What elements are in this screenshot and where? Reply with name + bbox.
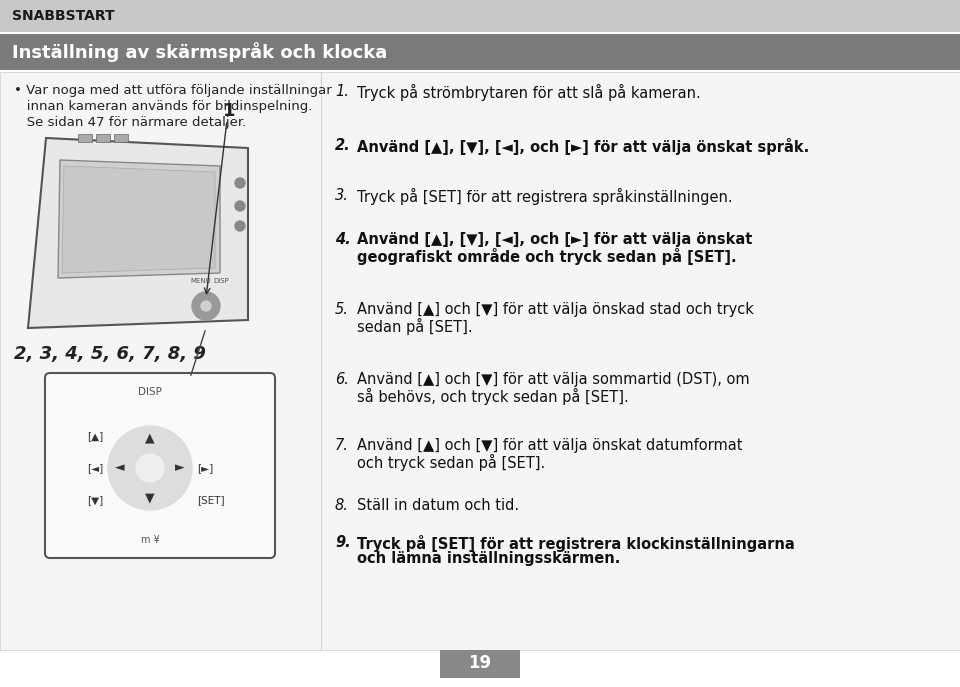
Circle shape	[235, 221, 245, 231]
Text: ▼: ▼	[145, 491, 155, 504]
Text: innan kameran används för bildinspelning.: innan kameran används för bildinspelning…	[14, 100, 312, 113]
Bar	[0, 34, 960, 70]
Text: 2.: 2.	[335, 138, 350, 153]
Text: DISP: DISP	[213, 278, 228, 284]
Circle shape	[108, 426, 192, 510]
Bar	[78, 134, 92, 142]
Text: [▲]: [▲]	[86, 431, 103, 441]
Polygon shape	[28, 138, 248, 328]
Text: 5.: 5.	[335, 302, 348, 317]
Text: 8.: 8.	[335, 498, 348, 513]
Circle shape	[192, 292, 220, 320]
Bar	[440, 650, 520, 678]
Circle shape	[235, 201, 245, 211]
Text: SNABBSTART: SNABBSTART	[12, 9, 114, 23]
Text: 7.: 7.	[335, 438, 348, 453]
Circle shape	[136, 454, 164, 482]
Text: och lämna inställningsskärmen.: och lämna inställningsskärmen.	[357, 551, 620, 566]
Text: 1: 1	[223, 102, 235, 120]
Bar	[96, 134, 110, 142]
Text: 4.: 4.	[335, 232, 350, 247]
Text: ◄: ◄	[115, 462, 125, 475]
Text: 6.: 6.	[335, 372, 348, 387]
Text: 3.: 3.	[335, 188, 348, 203]
Text: Tryck på [SET] för att registrera klockinställningarna: Tryck på [SET] för att registrera klocki…	[357, 535, 795, 552]
Text: 2, 3, 4, 5, 6, 7, 8, 9: 2, 3, 4, 5, 6, 7, 8, 9	[14, 345, 205, 363]
Text: 9.: 9.	[335, 535, 350, 550]
Circle shape	[201, 301, 211, 311]
Text: Tryck på [SET] för att registrera språkinställningen.: Tryck på [SET] för att registrera språki…	[357, 188, 732, 205]
Bar	[114, 134, 128, 142]
Text: [◄]: [◄]	[86, 463, 103, 473]
Circle shape	[235, 178, 245, 188]
Text: sedan på [SET].: sedan på [SET].	[357, 318, 472, 335]
Text: [►]: [►]	[197, 463, 213, 473]
Text: 19: 19	[468, 654, 492, 672]
Text: och tryck sedan på [SET].: och tryck sedan på [SET].	[357, 454, 545, 471]
Text: MENU: MENU	[190, 278, 211, 284]
Text: m ¥: m ¥	[140, 535, 159, 545]
Text: Använd [▲] och [▼] för att välja önskad stad och tryck: Använd [▲] och [▼] för att välja önskad …	[357, 302, 754, 317]
Text: Inställning av skärmspråk och klocka: Inställning av skärmspråk och klocka	[12, 42, 387, 62]
Polygon shape	[62, 166, 215, 273]
Text: Använd [▲] och [▼] för att välja sommartid (DST), om: Använd [▲] och [▼] för att välja sommart…	[357, 372, 750, 387]
Text: [SET]: [SET]	[197, 495, 225, 505]
Text: Ställ in datum och tid.: Ställ in datum och tid.	[357, 498, 519, 513]
Polygon shape	[58, 160, 220, 278]
Text: [▼]: [▼]	[86, 495, 103, 505]
FancyBboxPatch shape	[45, 373, 275, 558]
Text: Se sidan 47 för närmare detaljer.: Se sidan 47 för närmare detaljer.	[14, 116, 247, 129]
Bar	[0, 72, 960, 650]
Text: geografiskt område och tryck sedan på [SET].: geografiskt område och tryck sedan på [S…	[357, 248, 736, 265]
Text: ►: ►	[175, 462, 185, 475]
Text: Använd [▲], [▼], [◄], och [►] för att välja önskat språk.: Använd [▲], [▼], [◄], och [►] för att vä…	[357, 138, 809, 155]
Text: Använd [▲] och [▼] för att välja önskat datumformat: Använd [▲] och [▼] för att välja önskat …	[357, 438, 742, 453]
Text: ▲: ▲	[145, 431, 155, 444]
Text: 1.: 1.	[335, 84, 348, 99]
Text: • Var noga med att utföra följande inställningar: • Var noga med att utföra följande instä…	[14, 84, 332, 97]
Text: Tryck på strömbrytaren för att slå på kameran.: Tryck på strömbrytaren för att slå på ka…	[357, 84, 701, 101]
Text: så behövs, och tryck sedan på [SET].: så behövs, och tryck sedan på [SET].	[357, 388, 629, 405]
Bar	[0, 0, 960, 32]
Text: DISP: DISP	[138, 387, 162, 397]
Text: Använd [▲], [▼], [◄], och [►] för att välja önskat: Använd [▲], [▼], [◄], och [►] för att vä…	[357, 232, 753, 247]
